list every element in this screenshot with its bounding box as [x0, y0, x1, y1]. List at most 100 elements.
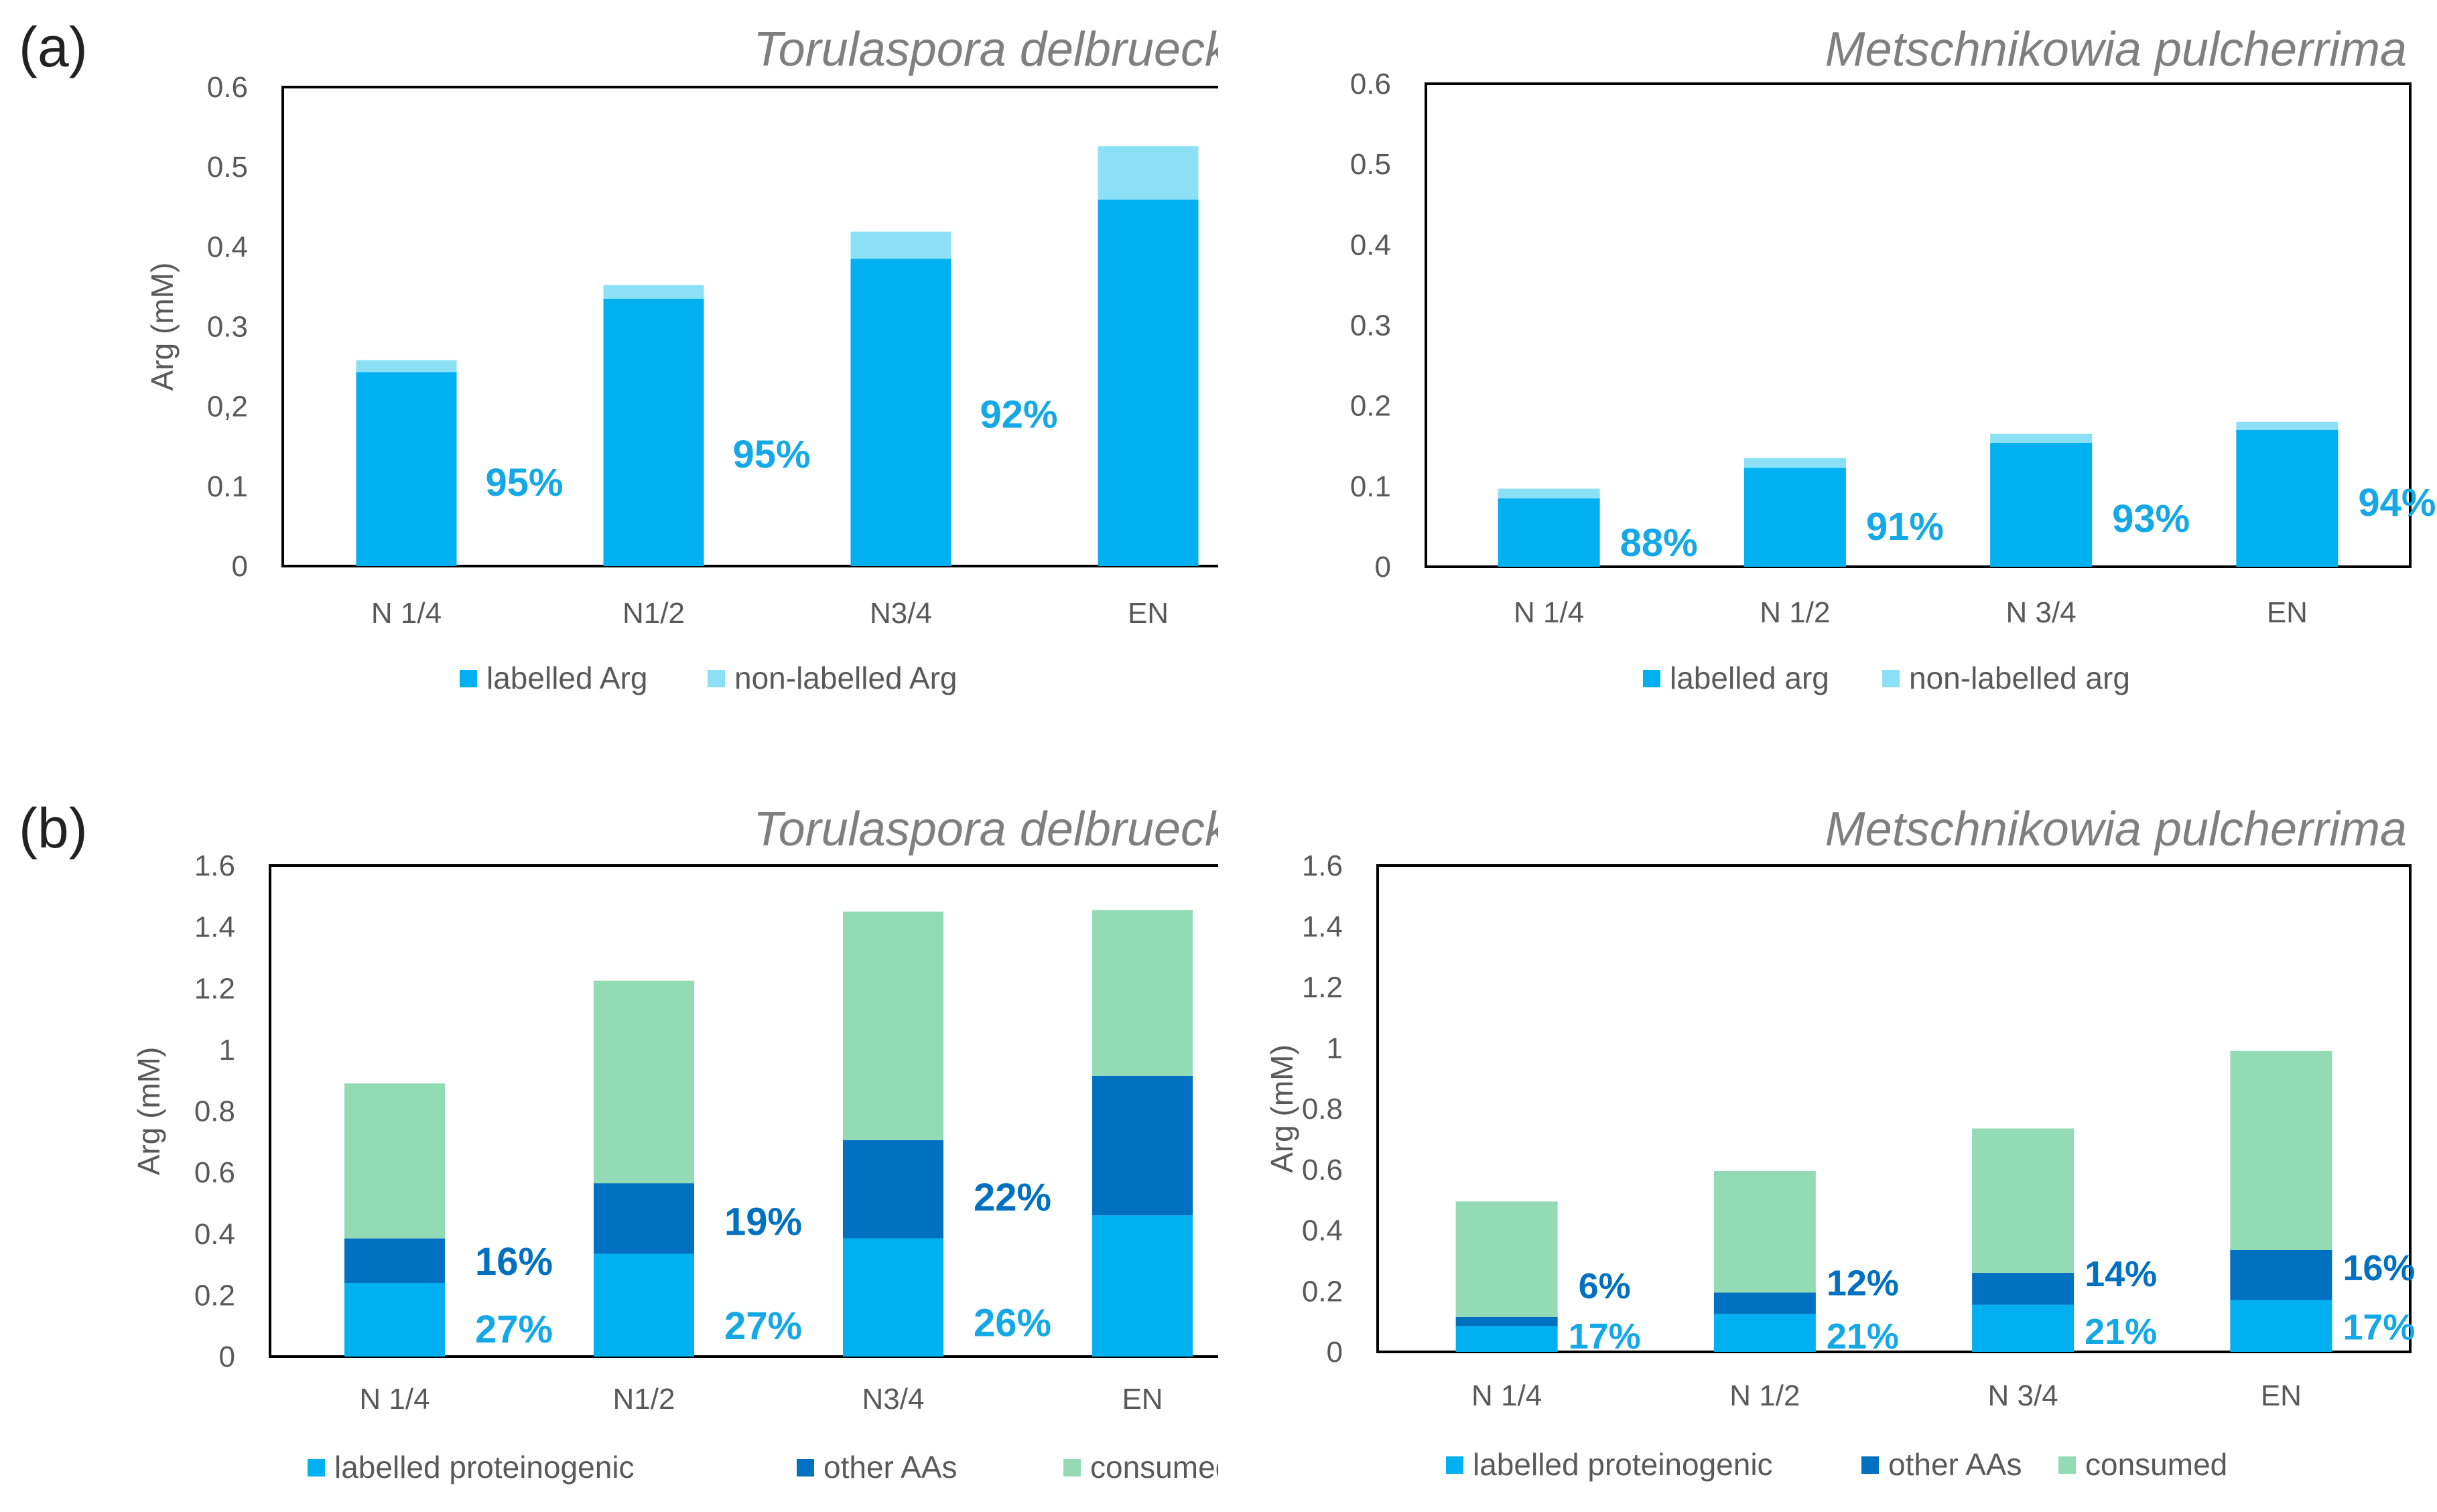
bar-non-labelled-arg: [356, 360, 457, 372]
legend-label: labelled proteinogenic: [1473, 1447, 1773, 1482]
bar-consumed: [344, 1083, 445, 1239]
bar-labelled-proteinogenic: [1972, 1304, 2074, 1352]
bar-labelled-arg: [1743, 468, 1846, 567]
y-tick-label: 0.4: [1302, 1215, 1343, 1247]
chart-title: Metschnikowia pulcherrima: [1825, 23, 2407, 76]
legend-swatch: [1446, 1456, 1463, 1474]
legend-swatch: [1861, 1456, 1879, 1474]
x-tick-label: N 1/4: [359, 1383, 430, 1416]
y-tick-label: 0.8: [1302, 1093, 1343, 1125]
bar-labelled-proteinogenic: [344, 1283, 445, 1357]
y-tick-label: 0.2: [1302, 1275, 1343, 1308]
bar-consumed: [2230, 1050, 2332, 1250]
y-tick-label: 0.6: [207, 71, 248, 104]
x-tick-label: N 1/2: [1760, 596, 1830, 629]
x-tick-label: EN: [2261, 1379, 2302, 1412]
legend-swatch: [1882, 670, 1900, 687]
chart-b-right: Metschnikowia pulcherrima 0 0.2 0.4 0.6 0.8 1 1…: [1264, 803, 2415, 1482]
x-tick-label: N 1/2: [1729, 1379, 1800, 1412]
x-tick-label: N3/4: [870, 597, 932, 630]
bar-other-aas: [594, 1183, 694, 1254]
y-tick-label: 1: [1327, 1032, 1343, 1064]
bar-other-aas: [1092, 1075, 1193, 1216]
y-axis-label: Arg (mM): [145, 263, 180, 391]
bar-non-labelled-arg: [1990, 433, 2093, 443]
x-tick-label: N 3/4: [1988, 1379, 2058, 1412]
legend-label: non-labelled Arg: [734, 661, 957, 695]
bar-consumed: [594, 980, 694, 1184]
percentage-label: 16%: [2343, 1248, 2415, 1288]
bar-other-aas: [1972, 1273, 2074, 1305]
y-tick-label: 0.6: [194, 1156, 235, 1189]
y-tick-label: 1.4: [1302, 910, 1343, 943]
chart-title: Torulaspora delbrueckii: [753, 803, 1218, 856]
bar-consumed: [843, 911, 943, 1141]
percentage-label: 14%: [2085, 1254, 2157, 1294]
y-axis-label: Arg (mM): [131, 1047, 166, 1176]
bar-non-labelled-arg: [1098, 146, 1199, 200]
legend-label: consumed: [2085, 1447, 2227, 1482]
y-tick-label: 0.5: [1350, 148, 1391, 181]
bar-other-aas: [1455, 1316, 1558, 1326]
plot-frame: [281, 86, 1218, 567]
percentage-label: 95%: [485, 461, 563, 504]
percentage-label: 26%: [974, 1302, 1051, 1345]
bar-consumed: [1713, 1171, 1816, 1293]
percentage-label: 16%: [475, 1240, 553, 1284]
y-tick-label: 0.1: [1350, 470, 1391, 503]
chart-a-right: Metschnikowia pulcherrima 0 0.1 0.2 0.3 0.4 0.…: [1350, 23, 2436, 695]
bar-labelled-proteinogenic: [843, 1238, 943, 1357]
y-tick-label: 0.6: [1350, 68, 1391, 100]
bar-labelled-arg: [603, 298, 704, 566]
percentage-label: 22%: [974, 1176, 1051, 1219]
bar-labelled-proteinogenic: [1713, 1314, 1816, 1352]
percentage-label: 27%: [475, 1308, 553, 1351]
bar-labelled-proteinogenic: [594, 1253, 694, 1357]
y-tick-label: 0,2: [207, 391, 248, 423]
legend-label: other AAs: [1888, 1447, 2022, 1482]
bar-other-aas: [2230, 1249, 2332, 1300]
bar-consumed: [1455, 1201, 1558, 1317]
y-tick-label: 0.2: [194, 1279, 235, 1312]
plot-frame: [1425, 82, 2412, 568]
y-tick-label: 0.3: [207, 311, 248, 344]
legend-label: labelled proteinogenic: [334, 1450, 635, 1485]
x-tick-label: N 1/4: [1514, 596, 1584, 629]
percentage-label: 21%: [1827, 1316, 1899, 1357]
panel-label-a: (a): [19, 15, 88, 78]
chart-title: Torulaspora delbrueckii: [753, 23, 1218, 76]
legend-label: consumed: [1090, 1450, 1218, 1485]
y-tick-label: 0: [1327, 1336, 1343, 1369]
x-tick-label: N1/2: [613, 1383, 675, 1416]
bar-labelled-arg: [1098, 200, 1199, 566]
y-tick-label: 1.2: [194, 972, 235, 1005]
bar-consumed: [1972, 1128, 2074, 1274]
x-tick-label: EN: [1128, 597, 1169, 630]
bar-non-labelled-arg: [603, 285, 704, 299]
bar-other-aas: [1713, 1292, 1816, 1314]
percentage-label: 95%: [732, 433, 810, 476]
plot-frame: [1376, 864, 2412, 1353]
percentage-label: 21%: [2085, 1312, 2157, 1352]
y-axis-label: Arg (mM): [1264, 1044, 1299, 1173]
plot-frame: [269, 864, 1218, 1358]
y-tick-label: 0.5: [207, 151, 248, 184]
legend-label: labelled arg: [1670, 661, 1829, 695]
y-tick-label: 1.4: [194, 911, 235, 944]
legend-label: other AAs: [824, 1450, 957, 1485]
y-tick-label: 0: [219, 1341, 235, 1373]
x-tick-label: N 1/4: [371, 597, 442, 630]
y-tick-label: 0.3: [1350, 310, 1391, 342]
x-tick-label: EN: [2267, 596, 2308, 629]
legend-label: non-labelled arg: [1909, 661, 2130, 695]
y-tick-label: 1.6: [194, 849, 235, 882]
bar-other-aas: [843, 1140, 943, 1239]
bar-labelled-proteinogenic: [1092, 1215, 1193, 1357]
y-tick-label: 1: [219, 1034, 235, 1067]
y-tick-label: 0: [232, 550, 248, 583]
percentage-label: 94%: [2358, 481, 2436, 525]
panel-label-b: (b): [19, 797, 88, 860]
y-tick-label: 0.6: [1302, 1154, 1343, 1186]
percentage-label: 17%: [1569, 1316, 1641, 1357]
bar-labelled-arg: [1990, 442, 2093, 567]
